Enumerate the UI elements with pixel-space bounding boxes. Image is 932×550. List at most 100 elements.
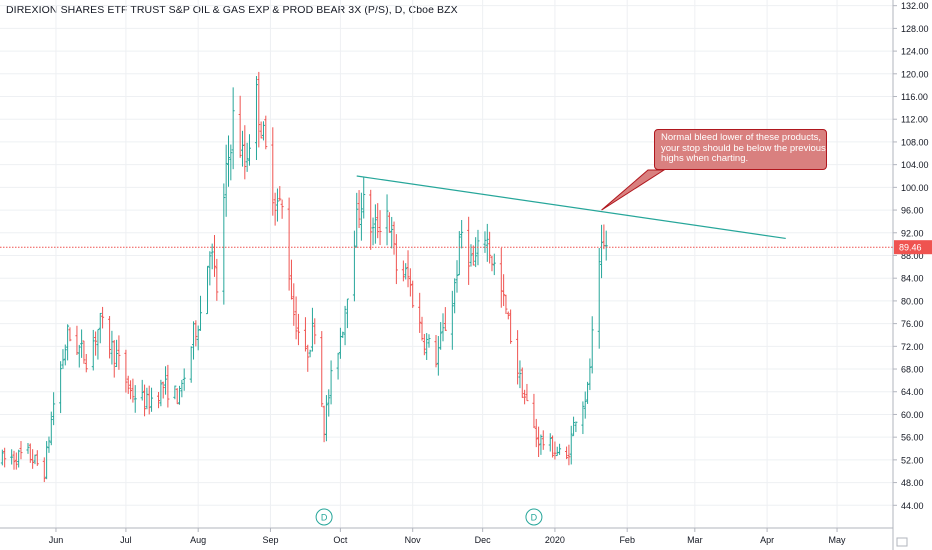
ohlc-bar — [422, 333, 426, 356]
ohlc-bar — [243, 125, 247, 180]
dividend-marker-circle — [525, 508, 543, 526]
ohlc-bar — [404, 263, 408, 280]
ohlc-bar — [541, 430, 545, 450]
ohlc-bar — [14, 452, 18, 470]
ohlc-bar — [523, 389, 527, 405]
ohlc-bar — [329, 360, 333, 405]
ohlc-bar — [173, 385, 177, 400]
ohlc-bar — [588, 358, 592, 391]
ohlc-bar — [553, 441, 557, 460]
ohlc-bar — [408, 268, 412, 297]
ohlc-bar — [443, 307, 447, 331]
ohlc-bar — [555, 446, 559, 457]
ohlc-bar — [574, 421, 578, 433]
ohlc-bar — [292, 283, 296, 326]
ohlc-bar — [359, 192, 363, 241]
ohlc-bar — [376, 203, 380, 239]
ohlc-bar — [131, 378, 135, 403]
ohlc-bar — [10, 449, 14, 465]
ohlc-bar — [572, 416, 576, 437]
last-price-label-bg — [894, 240, 932, 255]
ohlc-bar — [558, 443, 562, 455]
ohlc-bar — [126, 375, 130, 394]
x-tick-label: Sep — [262, 535, 278, 545]
ohlc-bar — [82, 340, 86, 364]
ohlc-bar — [17, 449, 21, 468]
ohlc-bar — [352, 230, 356, 302]
annotation-line: highs when charting. — [661, 153, 749, 164]
dividend-marker-label: D — [531, 513, 538, 523]
annotation-callout[interactable]: Normal bleed lower of these products, yo… — [654, 129, 827, 170]
ohlc-bar — [427, 334, 431, 348]
ohlc-bar — [310, 307, 314, 352]
x-tick-label: May — [829, 535, 847, 545]
y-tick-label: 104.00 — [901, 160, 929, 170]
ohlc-bar — [336, 352, 340, 380]
ohlc-bar — [590, 316, 594, 374]
ohlc-bar — [208, 251, 212, 286]
y-tick-label: 132.00 — [901, 1, 929, 11]
ohlc-bar — [115, 339, 119, 367]
ohlc-bar — [129, 380, 133, 400]
x-tick-label: Mar — [687, 535, 703, 545]
ohlc-bar — [259, 121, 263, 139]
ohlc-bar — [569, 425, 573, 465]
ohlc-bar — [357, 190, 361, 229]
ohlc-bars — [0, 71, 608, 483]
y-tick-label: 80.00 — [901, 296, 924, 306]
y-tick-label: 96.00 — [901, 206, 924, 216]
ohlc-bar — [539, 434, 543, 455]
ohlc-bar — [77, 344, 81, 368]
ohlc-bar — [506, 311, 510, 320]
ohlc-bar — [238, 95, 242, 158]
ohlc-bar — [278, 186, 282, 202]
ohlc-bar — [96, 329, 100, 360]
ohlc-bar — [143, 384, 147, 417]
ohlc-bar — [313, 318, 317, 345]
ohlc-bar — [436, 336, 440, 376]
ohlc-bar — [215, 258, 219, 301]
y-tick-label: 124.00 — [901, 47, 929, 57]
ohlc-bar — [84, 353, 88, 373]
ohlc-bar — [604, 230, 608, 261]
ohlc-bar — [98, 312, 102, 344]
ohlc-bar — [31, 449, 35, 469]
ohlc-bar — [406, 250, 410, 288]
ohlc-bar — [460, 219, 464, 249]
ohlc-bar — [453, 278, 457, 314]
ohlc-bar — [471, 245, 475, 266]
ohlc-bar — [394, 234, 398, 285]
ohlc-bar — [19, 441, 23, 460]
ohlc-bar — [567, 444, 571, 466]
ohlc-bar — [180, 379, 184, 398]
ohlc-bar — [52, 392, 56, 426]
ohlc-bar — [101, 306, 105, 329]
ohlc-bar — [516, 330, 520, 385]
ohlc-bar — [392, 221, 396, 255]
y-tick-label: 72.00 — [901, 342, 924, 352]
ohlc-bar — [341, 331, 345, 338]
ohlc-bar — [59, 361, 63, 414]
ohlc-bar — [474, 237, 478, 268]
ohlc-bar — [324, 395, 328, 442]
ohlc-bar — [450, 290, 454, 350]
ohlc-bar — [229, 144, 233, 181]
dividend-marker-label: D — [321, 513, 328, 523]
ohlc-bar — [61, 349, 65, 369]
ohlc-bar — [159, 379, 163, 407]
ohlc-bar — [224, 144, 228, 217]
ohlc-bar — [401, 260, 405, 282]
ohlc-bar — [296, 313, 300, 346]
ohlc-bar — [600, 224, 604, 279]
ohlc-bar — [441, 313, 445, 342]
ohlc-bar — [192, 321, 196, 360]
y-tick-label: 84.00 — [901, 274, 924, 284]
ohlc-bar — [345, 298, 349, 329]
ohlc-bar — [49, 411, 53, 446]
ohlc-bar — [35, 450, 39, 466]
y-tick-label: 128.00 — [901, 24, 929, 34]
ohlc-bar — [196, 325, 200, 351]
